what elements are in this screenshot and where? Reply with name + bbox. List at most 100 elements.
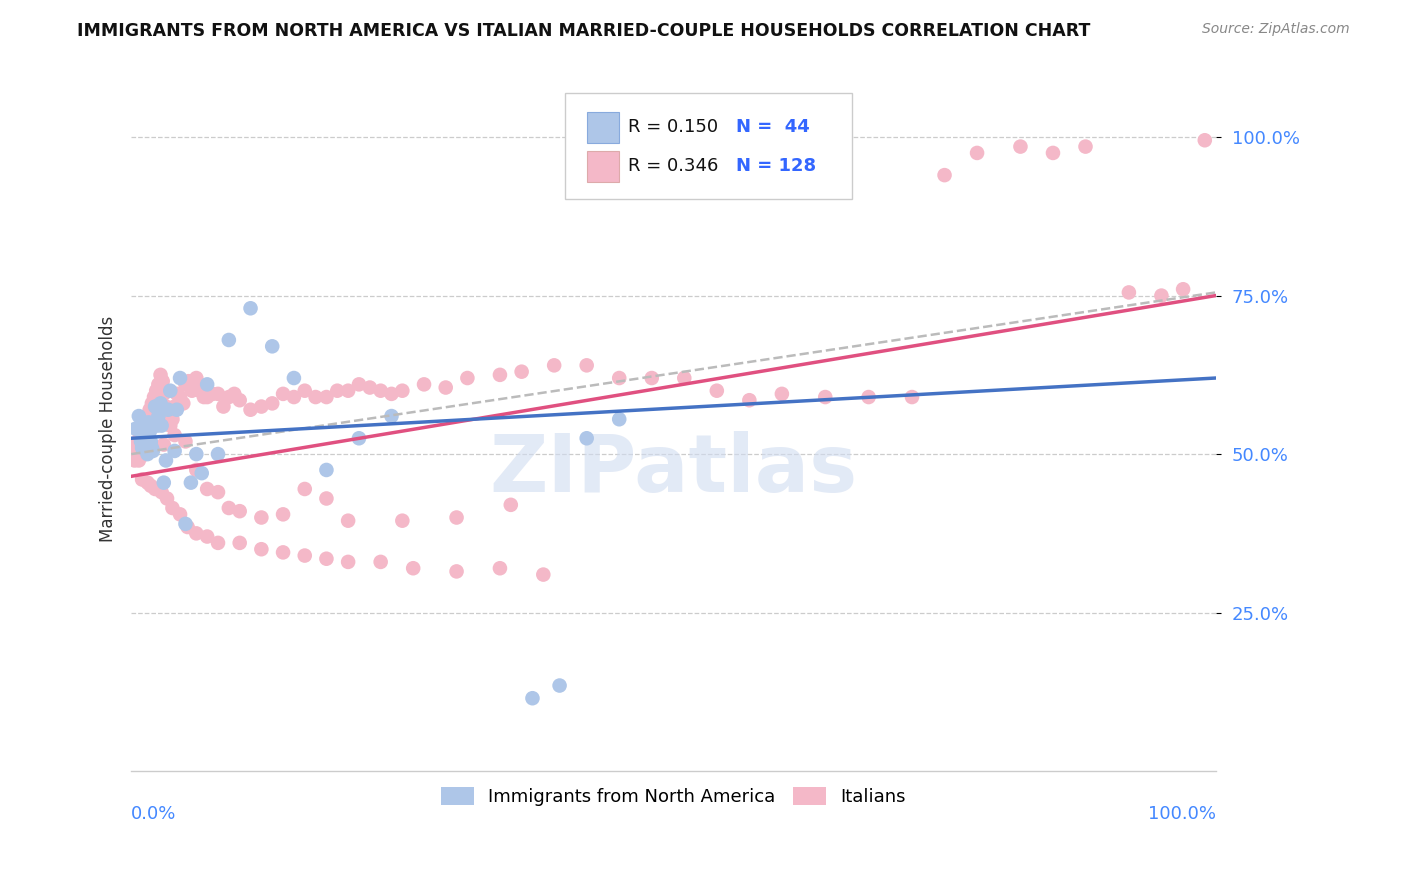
Point — [370, 555, 392, 569]
Point — [195, 390, 218, 404]
Point — [181, 384, 204, 398]
Point — [143, 390, 166, 404]
Point — [136, 447, 159, 461]
Point — [141, 396, 163, 410]
Point — [228, 536, 250, 550]
Point — [136, 475, 159, 490]
Point — [224, 387, 246, 401]
Point — [134, 441, 156, 455]
Point — [138, 416, 160, 430]
Point — [186, 447, 208, 461]
Point — [193, 390, 215, 404]
Point — [347, 431, 370, 445]
Point — [262, 396, 284, 410]
Point — [146, 396, 169, 410]
Point — [163, 400, 186, 414]
Point — [180, 475, 202, 490]
Point — [152, 437, 174, 451]
Point — [575, 359, 598, 373]
Bar — [586, 112, 619, 143]
Point — [155, 400, 177, 414]
Point — [575, 431, 598, 445]
Point — [1118, 285, 1140, 300]
Point — [207, 387, 229, 401]
Point — [186, 526, 208, 541]
Point — [150, 418, 173, 433]
Point — [174, 434, 197, 449]
Point — [607, 371, 630, 385]
Point — [706, 384, 728, 398]
Point — [858, 390, 880, 404]
Point — [522, 691, 544, 706]
Point — [543, 359, 565, 373]
Point — [134, 416, 156, 430]
Point — [159, 418, 181, 433]
Point — [262, 339, 284, 353]
Point — [157, 402, 180, 417]
Point — [489, 368, 512, 382]
Point — [150, 485, 173, 500]
Point — [152, 387, 174, 401]
Point — [138, 425, 160, 439]
Point — [146, 418, 169, 433]
Point — [131, 416, 153, 430]
Point — [283, 390, 305, 404]
Point — [195, 482, 218, 496]
Point — [510, 365, 533, 379]
Point — [138, 402, 160, 417]
Text: N =  44: N = 44 — [737, 118, 810, 136]
Point — [499, 498, 522, 512]
Point — [548, 679, 571, 693]
Point — [337, 384, 360, 398]
Point — [142, 409, 165, 423]
Point — [188, 384, 211, 398]
Point — [304, 390, 326, 404]
Point — [271, 387, 294, 401]
Point — [143, 402, 166, 417]
Point — [207, 536, 229, 550]
Point — [901, 390, 924, 404]
Point — [139, 434, 162, 449]
Point — [218, 501, 240, 516]
Point — [1194, 133, 1216, 147]
Point — [347, 377, 370, 392]
Point — [135, 428, 157, 442]
FancyBboxPatch shape — [565, 93, 852, 199]
Point — [531, 567, 554, 582]
Point — [132, 434, 155, 449]
Point — [250, 542, 273, 557]
Point — [413, 377, 436, 392]
Point — [172, 396, 194, 410]
Point — [380, 387, 402, 401]
Point — [218, 333, 240, 347]
Point — [315, 463, 337, 477]
Point — [315, 551, 337, 566]
Point — [129, 434, 152, 449]
Point — [456, 371, 478, 385]
Point — [446, 565, 468, 579]
Point — [434, 380, 457, 394]
Text: ZIPatlas: ZIPatlas — [489, 431, 858, 508]
Point — [163, 428, 186, 442]
Point — [148, 377, 170, 392]
Point — [195, 377, 218, 392]
Point — [169, 371, 191, 385]
Point — [125, 447, 148, 461]
Point — [131, 473, 153, 487]
Point — [150, 380, 173, 394]
Point — [135, 425, 157, 439]
Point — [359, 380, 381, 394]
Point — [239, 402, 262, 417]
Point — [155, 453, 177, 467]
Point — [131, 441, 153, 455]
Point — [315, 491, 337, 506]
Point — [149, 396, 172, 410]
Point — [239, 301, 262, 316]
Point — [201, 387, 224, 401]
Point — [294, 384, 316, 398]
Point — [139, 416, 162, 430]
Point — [127, 434, 149, 449]
Point — [218, 390, 240, 404]
Point — [1010, 139, 1032, 153]
Point — [148, 390, 170, 404]
